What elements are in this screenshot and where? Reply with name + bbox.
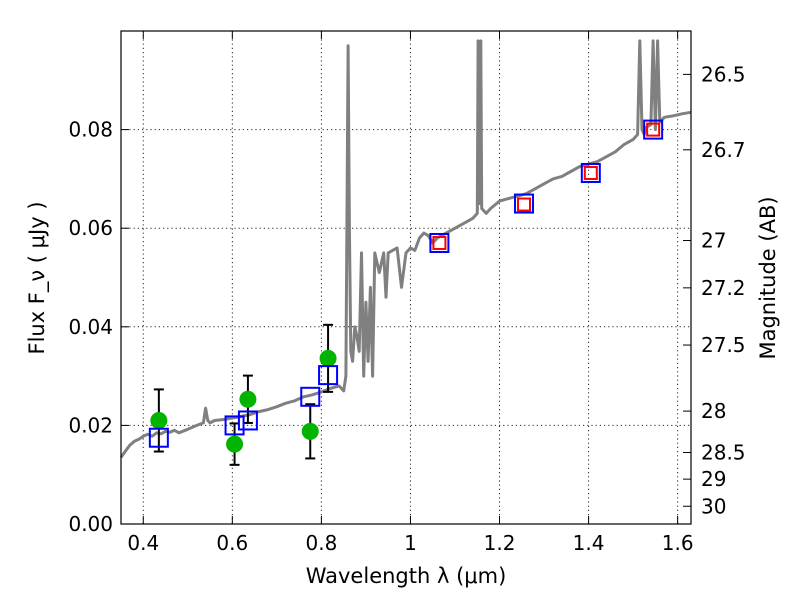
right-tick-label: 26.7 xyxy=(701,138,746,162)
right-tick-label: 28 xyxy=(701,399,726,423)
right-tick-label: 26.5 xyxy=(701,62,746,86)
model-photometry-square xyxy=(643,119,664,140)
observed-point xyxy=(226,435,244,453)
red-photometry-square xyxy=(517,197,532,212)
x-tick-label: 1.2 xyxy=(484,531,516,555)
red-photometry-square xyxy=(583,165,598,180)
model-photometry-square xyxy=(300,386,321,407)
y-tick-label: 0.04 xyxy=(68,315,113,339)
x-tick-label: 0.6 xyxy=(216,531,248,555)
observed-point xyxy=(301,422,319,440)
right-axis-label: Magnitude (AB) xyxy=(756,196,780,359)
model-photometry-square xyxy=(514,193,535,214)
right-tick-label: 27.5 xyxy=(701,333,746,357)
x-tick-label: 1.4 xyxy=(573,531,605,555)
right-tick-label: 27.2 xyxy=(701,276,746,300)
right-tick-label: 29 xyxy=(701,467,726,491)
axis-ticks: 0.4 0.6 0.8 1 1.2 1.4 1.6 0.00 0.02 0.04 0.06 0.08 2… xyxy=(68,31,746,555)
observed-point xyxy=(150,411,168,429)
x-tick-label: 0.4 xyxy=(127,531,159,555)
sed-model-line xyxy=(119,39,692,459)
observed-point xyxy=(239,390,257,408)
red-photometry-square xyxy=(432,235,447,250)
right-tick-label: 30 xyxy=(701,494,726,518)
observed-point xyxy=(319,349,337,367)
x-tick-label: 1.6 xyxy=(662,531,694,555)
x-tick-label: 1 xyxy=(404,531,417,555)
x-tick-label: 0.8 xyxy=(305,531,337,555)
model-photometry-square xyxy=(237,410,258,431)
right-tick-label: 28.5 xyxy=(701,441,746,465)
red-photometry-square xyxy=(646,122,661,137)
model-photometry-square xyxy=(429,232,450,253)
model-photometry-square xyxy=(148,427,169,448)
model-photometry-square xyxy=(224,415,245,436)
y-axis-label: Flux F_ν ( μJy ) xyxy=(25,201,50,354)
y-tick-label: 0.08 xyxy=(68,118,113,142)
y-tick-label: 0.02 xyxy=(68,413,113,437)
plot-background xyxy=(121,31,691,524)
model-photometry-square xyxy=(580,162,601,183)
plot-frame xyxy=(120,30,692,525)
right-tick-label: 27 xyxy=(701,229,726,253)
x-axis-label: Wavelength λ (μm) xyxy=(306,564,507,588)
y-tick-label: 0.00 xyxy=(68,512,113,536)
model-photometry-square xyxy=(318,365,339,386)
y-tick-label: 0.06 xyxy=(68,216,113,240)
series-layer xyxy=(119,39,692,466)
